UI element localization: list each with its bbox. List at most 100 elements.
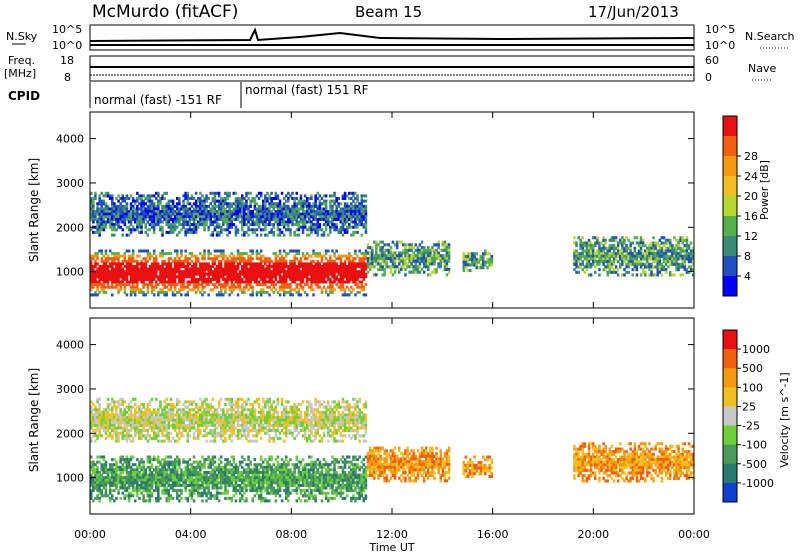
data-cell <box>155 499 158 503</box>
data-cell <box>96 476 99 480</box>
data-cell <box>395 265 399 269</box>
data-cell <box>616 260 620 264</box>
data-cell <box>157 494 160 498</box>
data-cell <box>598 241 601 245</box>
data-cell <box>274 202 278 206</box>
data-cell <box>685 270 689 274</box>
data-cell <box>270 288 273 292</box>
data-cell <box>687 252 691 256</box>
data-cell <box>255 293 259 297</box>
data-cell <box>604 254 607 258</box>
data-cell <box>180 283 183 287</box>
data-cell <box>190 275 194 279</box>
data-cell <box>230 259 233 263</box>
data-cell <box>282 223 286 227</box>
data-cell <box>303 199 307 203</box>
data-cell <box>245 191 248 195</box>
data-cell <box>178 212 181 216</box>
data-cell <box>201 494 204 498</box>
data-cell <box>119 481 122 485</box>
data-cell <box>404 262 407 266</box>
data-cell <box>312 210 315 214</box>
data-cell <box>293 233 296 237</box>
data-cell <box>140 280 143 284</box>
data-cell <box>306 252 309 256</box>
data-cell <box>303 267 307 271</box>
data-cell <box>329 267 332 271</box>
data-cell <box>108 217 112 221</box>
data-cell <box>243 202 246 206</box>
data-cell <box>129 290 133 294</box>
data-cell <box>468 257 472 261</box>
data-cell <box>222 277 225 281</box>
data-cell <box>629 257 632 261</box>
data-cell <box>362 199 366 203</box>
data-cell <box>236 476 240 480</box>
data-cell <box>157 465 160 469</box>
data-cell <box>312 275 315 279</box>
data-cell <box>173 471 177 474</box>
data-cell <box>134 272 137 276</box>
data-cell <box>320 259 324 263</box>
data-cell <box>320 265 324 268</box>
data-cell <box>98 455 101 459</box>
data-cell <box>129 455 133 459</box>
data-cell <box>385 243 388 247</box>
data-cell <box>339 280 343 284</box>
data-cell <box>445 251 449 255</box>
data-cell <box>163 476 166 480</box>
data-cell <box>598 260 601 264</box>
data-cell <box>184 489 187 493</box>
data-cell <box>268 293 271 297</box>
data-cell <box>276 272 280 276</box>
data-cell <box>337 230 340 234</box>
data-cell <box>167 496 171 500</box>
data-cell <box>364 207 368 211</box>
data-cell <box>276 290 280 294</box>
data-cell <box>301 215 305 219</box>
data-cell <box>142 212 145 216</box>
data-cell <box>270 223 273 227</box>
data-cell <box>641 244 645 248</box>
data-cell <box>176 202 179 206</box>
data-cell <box>182 199 185 203</box>
data-cell <box>186 191 189 195</box>
data-cell <box>152 262 156 266</box>
data-cell <box>345 212 349 216</box>
data-cell <box>471 257 474 261</box>
data-cell <box>616 268 620 272</box>
data-cell <box>111 217 114 221</box>
data-cell <box>245 283 248 287</box>
data-cell <box>180 288 183 292</box>
data-cell <box>215 486 219 490</box>
data-cell <box>203 471 206 474</box>
data-cell <box>681 249 684 253</box>
data-cell <box>152 257 156 261</box>
data-cell <box>287 207 290 211</box>
data-cell <box>612 257 616 261</box>
data-cell <box>92 230 95 234</box>
data-cell <box>257 225 261 229</box>
data-cell <box>297 199 301 203</box>
data-cell <box>406 257 409 261</box>
freq-unit-label: [MHz] <box>4 67 36 80</box>
data-cell <box>146 270 150 274</box>
data-cell <box>228 230 231 234</box>
data-cell <box>152 202 156 206</box>
data-cell <box>146 207 150 211</box>
data-cell <box>579 246 582 250</box>
data-cell <box>213 460 217 464</box>
data-cell <box>249 277 252 281</box>
data-cell <box>201 220 204 224</box>
data-cell <box>144 473 147 477</box>
data-cell <box>232 489 236 493</box>
data-cell <box>416 257 420 261</box>
data-cell <box>301 262 305 266</box>
data-cell <box>274 275 278 279</box>
data-cell <box>199 220 202 224</box>
data-cell <box>131 215 135 219</box>
data-cell <box>138 194 141 198</box>
data-cell <box>360 220 363 224</box>
data-cell <box>602 236 605 240</box>
data-cell <box>683 238 687 242</box>
